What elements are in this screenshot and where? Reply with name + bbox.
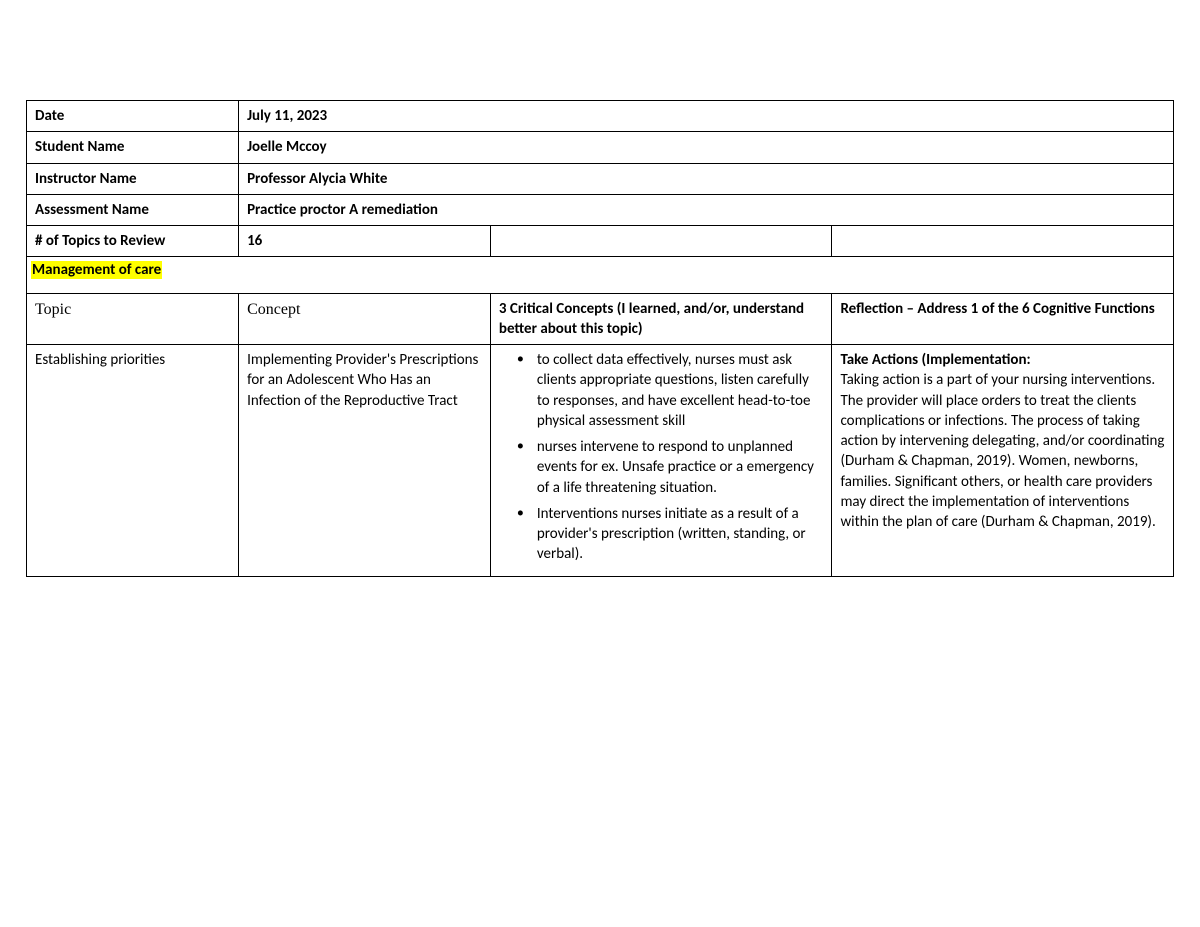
cell-critical-concepts: to collect data effectively, nurses must…	[490, 345, 832, 577]
cell-section-title: Management of care	[27, 257, 1174, 293]
row-column-headers: Topic Concept 3 Critical Concepts (I lea…	[27, 293, 1174, 345]
head-concept: Concept	[239, 293, 491, 345]
label-date: Date	[27, 101, 239, 132]
row-section-title: Management of care	[27, 257, 1174, 293]
critical-item-1: to collect data effectively, nurses must…	[537, 350, 824, 435]
value-student: Joelle Mccoy	[239, 132, 1174, 163]
head-topic: Topic	[27, 293, 239, 345]
reflection-title: Take Actions (Implementation:	[840, 351, 1030, 369]
empty-cell-2	[832, 226, 1174, 257]
critical-item-3: Interventions nurses initiate as a resul…	[537, 504, 824, 569]
label-instructor: Instructor Name	[27, 163, 239, 194]
label-topics-count: # of Topics to Review	[27, 226, 239, 257]
critical-item-2: nurses intervene to respond to unplanned…	[537, 437, 824, 502]
value-date: July 11, 2023	[239, 101, 1174, 132]
label-student: Student Name	[27, 132, 239, 163]
row-date: Date July 11, 2023	[27, 101, 1174, 132]
row-topics-count: # of Topics to Review 16	[27, 226, 1174, 257]
empty-cell-1	[490, 226, 832, 257]
remediation-table: Date July 11, 2023 Student Name Joelle M…	[26, 100, 1174, 577]
reflection-body: Taking action is a part of your nursing …	[840, 371, 1164, 531]
label-assessment: Assessment Name	[27, 194, 239, 225]
head-reflection: Reflection – Address 1 of the 6 Cognitiv…	[832, 293, 1174, 345]
critical-list: to collect data effectively, nurses must…	[499, 350, 824, 569]
row-instructor: Instructor Name Professor Alycia White	[27, 163, 1174, 194]
cell-reflection: Take Actions (Implementation: Taking act…	[832, 345, 1174, 577]
row-assessment: Assessment Name Practice proctor A remed…	[27, 194, 1174, 225]
cell-concept: Implementing Provider's Prescriptions fo…	[239, 345, 491, 577]
document-page: Date July 11, 2023 Student Name Joelle M…	[0, 0, 1200, 927]
row-content-1: Establishing priorities Implementing Pro…	[27, 345, 1174, 577]
row-student: Student Name Joelle Mccoy	[27, 132, 1174, 163]
value-instructor: Professor Alycia White	[239, 163, 1174, 194]
value-topics-count: 16	[239, 226, 491, 257]
head-critical: 3 Critical Concepts (I learned, and/or, …	[490, 293, 832, 345]
cell-topic: Establishing priorities	[27, 345, 239, 577]
value-assessment: Practice proctor A remediation	[239, 194, 1174, 225]
section-title-highlight: Management of care	[31, 261, 162, 279]
